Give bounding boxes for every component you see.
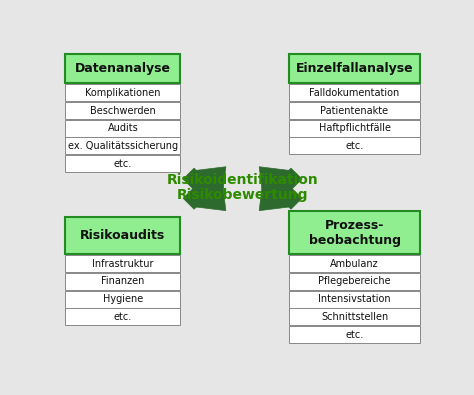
Text: Falldokumentation: Falldokumentation [310,88,400,98]
Polygon shape [259,168,302,211]
Text: Beschwerden: Beschwerden [90,105,155,116]
Text: ex. Qualitätssicherung: ex. Qualitätssicherung [68,141,178,151]
FancyBboxPatch shape [289,85,420,101]
Text: Schnittstellen: Schnittstellen [321,312,388,322]
FancyBboxPatch shape [65,137,180,154]
FancyBboxPatch shape [289,54,420,83]
FancyBboxPatch shape [65,255,180,272]
Text: Audits: Audits [108,123,138,133]
FancyBboxPatch shape [65,102,180,119]
FancyBboxPatch shape [65,54,180,83]
FancyBboxPatch shape [289,211,420,254]
FancyBboxPatch shape [289,291,420,308]
Text: Risikoidentifikation: Risikoidentifikation [167,173,319,187]
FancyBboxPatch shape [289,255,420,272]
Text: Intensivstation: Intensivstation [318,294,391,304]
Text: Pflegebereiche: Pflegebereiche [318,276,391,286]
Text: Haftpflichtfälle: Haftpflichtfälle [319,123,391,133]
Text: etc.: etc. [346,329,364,340]
Text: etc.: etc. [114,159,132,169]
FancyBboxPatch shape [65,155,180,172]
Polygon shape [183,167,226,209]
Text: etc.: etc. [346,141,364,151]
FancyBboxPatch shape [289,326,420,343]
FancyBboxPatch shape [65,217,180,254]
FancyBboxPatch shape [289,102,420,119]
FancyBboxPatch shape [65,273,180,290]
Text: Komplikationen: Komplikationen [85,88,161,98]
FancyBboxPatch shape [65,308,180,325]
Text: Einzelfallanalyse: Einzelfallanalyse [296,62,413,75]
Text: Prozess-
beobachtung: Prozess- beobachtung [309,218,401,246]
Text: Patientenakte: Patientenakte [320,105,389,116]
FancyBboxPatch shape [65,120,180,137]
Text: Datenanalyse: Datenanalyse [75,62,171,75]
FancyBboxPatch shape [289,137,420,154]
Text: Finanzen: Finanzen [101,276,145,286]
Text: etc.: etc. [114,312,132,322]
Text: Risikobewertung: Risikobewertung [177,188,309,202]
FancyBboxPatch shape [289,308,420,325]
FancyBboxPatch shape [289,273,420,290]
Text: Infrastruktur: Infrastruktur [92,259,154,269]
Text: Hygiene: Hygiene [103,294,143,304]
Polygon shape [259,167,302,209]
Polygon shape [183,168,226,211]
FancyBboxPatch shape [65,291,180,308]
Text: Risikoaudits: Risikoaudits [80,229,165,242]
Text: Ambulanz: Ambulanz [330,259,379,269]
FancyBboxPatch shape [289,120,420,137]
FancyBboxPatch shape [65,85,180,101]
